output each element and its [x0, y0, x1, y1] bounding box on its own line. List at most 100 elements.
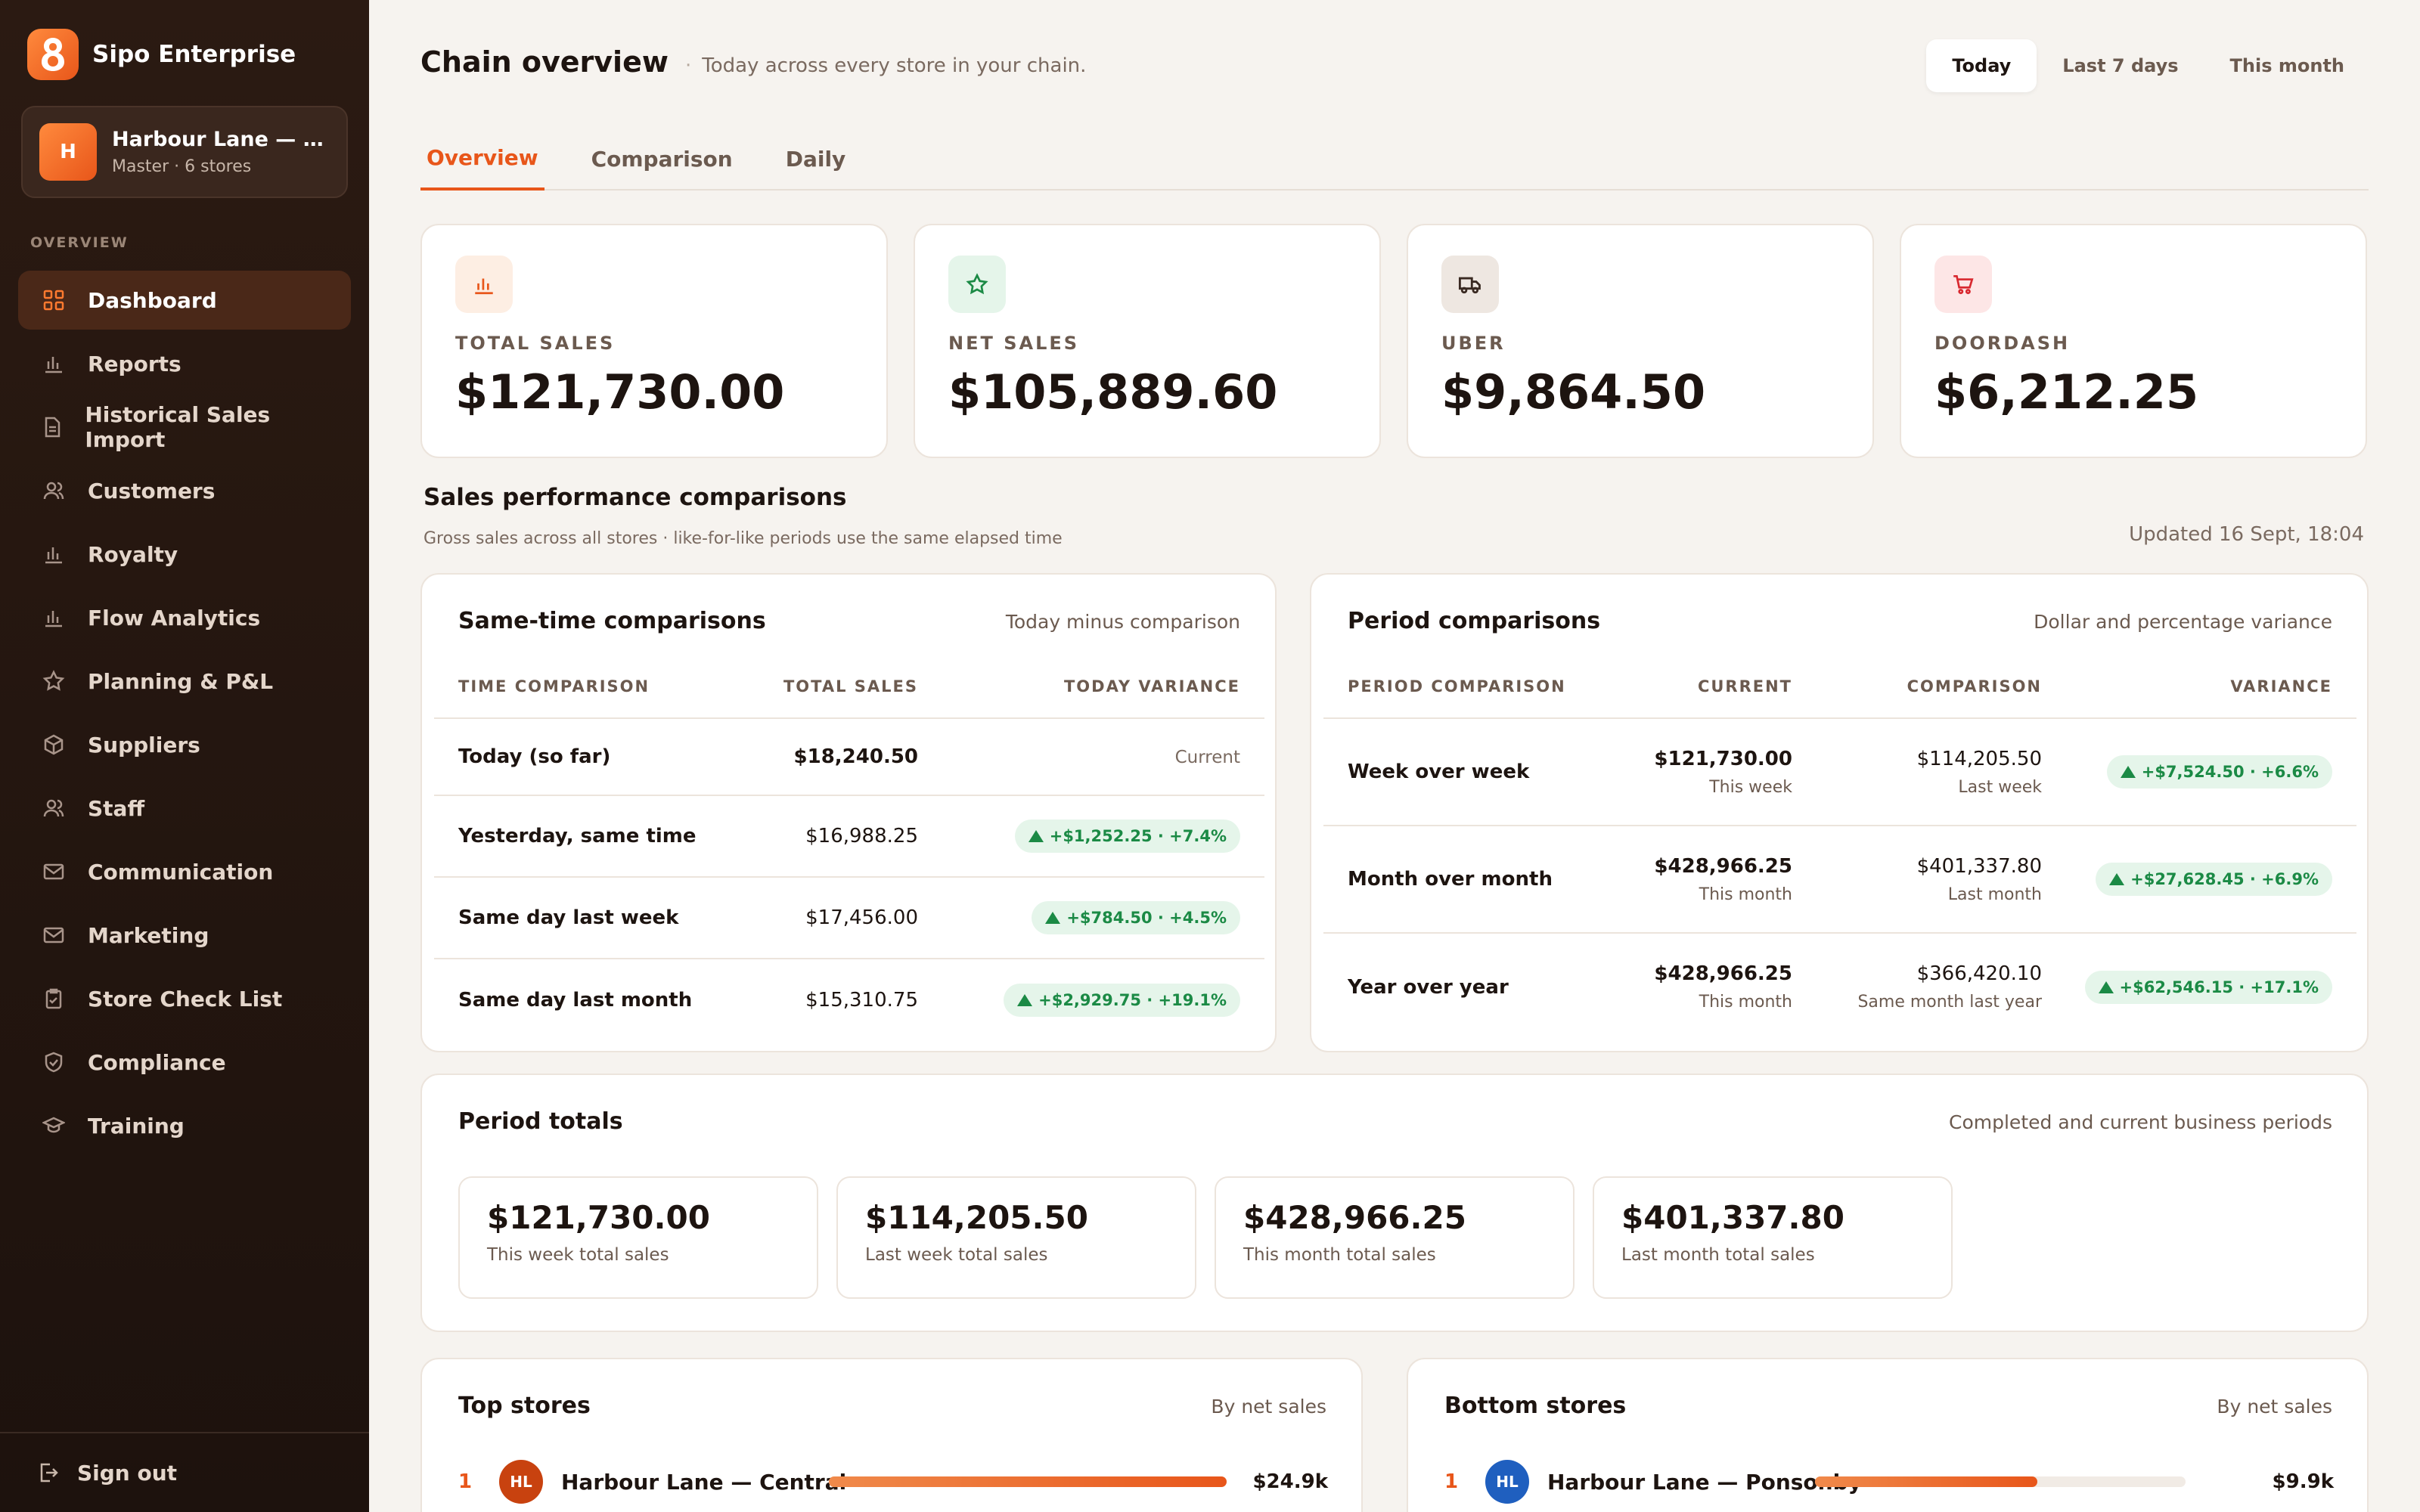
sidebar-item-staff[interactable]: Staff	[18, 779, 351, 838]
period-total-last-week: $114,205.50 Last week total sales	[836, 1176, 1196, 1299]
row-label: Year over year	[1348, 975, 1509, 999]
store-name: Harbour Lane — Central	[112, 128, 330, 151]
kpi-card-total-sales: TOTAL SALES $121,730.00	[420, 224, 888, 458]
total-value: $114,205.50	[865, 1199, 1088, 1236]
tab-overview[interactable]: Overview	[420, 127, 544, 191]
bar-chart-icon	[455, 256, 513, 313]
store-name: Harbour Lane — Central	[561, 1469, 847, 1495]
store-avatar: HL	[1485, 1460, 1529, 1504]
bottom-stores-card: Bottom stores By net sales 1 HL Harbour …	[1407, 1358, 2369, 1512]
comparison-value: $366,420.10	[1916, 962, 2042, 985]
current-period: This month	[1699, 885, 1792, 904]
card-note: By net sales	[2217, 1396, 2332, 1418]
column-header: COMPARISON	[1792, 655, 2042, 719]
sidebar-item-store-check-list[interactable]: Store Check List	[18, 969, 351, 1028]
up-arrow-icon	[1028, 830, 1044, 842]
row-label: Yesterday, same time	[434, 795, 767, 878]
document-icon	[41, 414, 64, 440]
row-label: Same day last week	[434, 877, 767, 959]
up-arrow-icon	[1017, 993, 1033, 1006]
kpi-card-doordash: DOORDASH $6,212.25	[1900, 224, 2367, 458]
total-value: $401,337.80	[1621, 1199, 1844, 1236]
sidebar-item-label: Store Check List	[88, 986, 283, 1012]
variance-badge: +$62,546.15 · +17.1%	[2084, 970, 2332, 1004]
truck-icon	[1441, 256, 1499, 313]
column-header: TOTAL SALES	[767, 655, 918, 719]
box-icon	[41, 732, 67, 758]
store-name: Harbour Lane — Ponsonby	[1547, 1469, 1862, 1495]
sidebar-nav: Dashboard Reports Historical Sales Impor…	[18, 271, 351, 1160]
sidebar-item-flow-analytics[interactable]: Flow Analytics	[18, 588, 351, 647]
up-arrow-icon	[2098, 981, 2114, 993]
comparison-period: Last week	[1958, 777, 2042, 797]
sign-out-icon	[35, 1460, 60, 1486]
sidebar-item-marketing[interactable]: Marketing	[18, 906, 351, 965]
store-rank-row[interactable]: 1 HL Harbour Lane — Central $24.9k	[458, 1458, 1328, 1506]
sidebar-item-communication[interactable]: Communication	[18, 842, 351, 901]
store-sales-value: $9.9k	[2272, 1470, 2334, 1493]
sidebar: Sipo Enterprise H Harbour Lane — Central…	[0, 0, 369, 1512]
brand-name: Sipo Enterprise	[92, 41, 296, 68]
kpi-label: DOORDASH	[1934, 333, 2071, 354]
last-updated: Updated 16 Sept, 18:04	[2129, 523, 2364, 546]
store-switcher[interactable]: H Harbour Lane — Central Master · 6 stor…	[21, 106, 348, 198]
card-note: Dollar and percentage variance	[2034, 611, 2332, 633]
sidebar-item-customers[interactable]: Customers	[18, 461, 351, 520]
current-value: $121,730.00	[1654, 747, 1792, 770]
sidebar-item-label: Marketing	[88, 922, 209, 948]
main-content: Chain overview · Today across every store…	[369, 0, 2420, 1512]
up-arrow-icon	[2120, 766, 2136, 778]
range-last-7-days-button[interactable]: Last 7 days	[2062, 55, 2179, 76]
variance-badge: +$7,524.50 · +6.6%	[2106, 755, 2332, 789]
sidebar-item-compliance[interactable]: Compliance	[18, 1033, 351, 1092]
range-this-month-button[interactable]: This month	[2229, 55, 2344, 76]
sidebar-item-label: Reports	[88, 351, 182, 376]
top-stores-card: Top stores By net sales 1 HL Harbour Lan…	[420, 1358, 1363, 1512]
sidebar-item-label: Dashboard	[88, 287, 217, 313]
kpi-value: $121,730.00	[455, 364, 785, 420]
brand[interactable]: Sipo Enterprise	[27, 29, 296, 80]
store-avatar: H	[39, 123, 97, 181]
same-time-table: TIME COMPARISON TOTAL SALES TODAY VARIAN…	[434, 655, 1264, 1040]
sidebar-item-label: Communication	[88, 859, 274, 885]
clipboard-icon	[41, 986, 67, 1012]
total-label: This week total sales	[487, 1245, 669, 1265]
mail-icon	[41, 859, 67, 885]
variance-badge: +$2,929.75 · +19.1%	[1004, 983, 1240, 1017]
period-total-last-month: $401,337.80 Last month total sales	[1593, 1176, 1953, 1299]
sidebar-item-reports[interactable]: Reports	[18, 334, 351, 393]
sidebar-item-planning-pl[interactable]: Planning & P&L	[18, 652, 351, 711]
current-value: $428,966.25	[1654, 854, 1792, 878]
range-today-button[interactable]: Today	[1926, 39, 2037, 92]
sidebar-item-suppliers[interactable]: Suppliers	[18, 715, 351, 774]
date-range-toggle: Today Last 7 days This month	[1926, 39, 2370, 92]
store-avatar: HL	[499, 1460, 543, 1504]
column-header: CURRENT	[1641, 655, 1792, 719]
tab-comparison[interactable]: Comparison	[591, 146, 733, 172]
sidebar-item-label: Training	[88, 1113, 185, 1139]
kpi-label: NET SALES	[948, 333, 1080, 354]
view-tabs: Overview Comparison Daily	[420, 127, 2369, 191]
card-note: Today minus comparison	[1005, 611, 1240, 633]
sign-out-button[interactable]: Sign out	[0, 1432, 369, 1512]
variance-badge: +$784.50 · +4.5%	[1032, 901, 1240, 934]
sidebar-item-label: Flow Analytics	[88, 605, 261, 631]
row-label: Today (so far)	[434, 718, 767, 796]
sign-out-label: Sign out	[77, 1460, 178, 1486]
sidebar-item-historical-sales-import[interactable]: Historical Sales Import	[18, 398, 351, 457]
period-total-this-month: $428,966.25 This month total sales	[1215, 1176, 1575, 1299]
sidebar-item-royalty[interactable]: Royalty	[18, 525, 351, 584]
users-icon	[41, 478, 67, 503]
rank-number: 1	[458, 1470, 473, 1493]
store-sales-bar	[1815, 1476, 2186, 1487]
variance-current: Current	[1174, 748, 1240, 767]
current-value: $428,966.25	[1654, 962, 1792, 985]
store-rank-row[interactable]: 1 HL Harbour Lane — Ponsonby $9.9k	[1444, 1458, 2334, 1506]
sidebar-item-training[interactable]: Training	[18, 1096, 351, 1155]
current-period: This week	[1709, 777, 1792, 797]
variance-badge: +$27,628.45 · +6.9%	[2096, 863, 2332, 896]
store-sales-value: $24.9k	[1252, 1470, 1328, 1493]
tab-daily[interactable]: Daily	[785, 146, 846, 172]
sidebar-item-dashboard[interactable]: Dashboard	[18, 271, 351, 330]
kpi-value: $6,212.25	[1934, 364, 2199, 420]
